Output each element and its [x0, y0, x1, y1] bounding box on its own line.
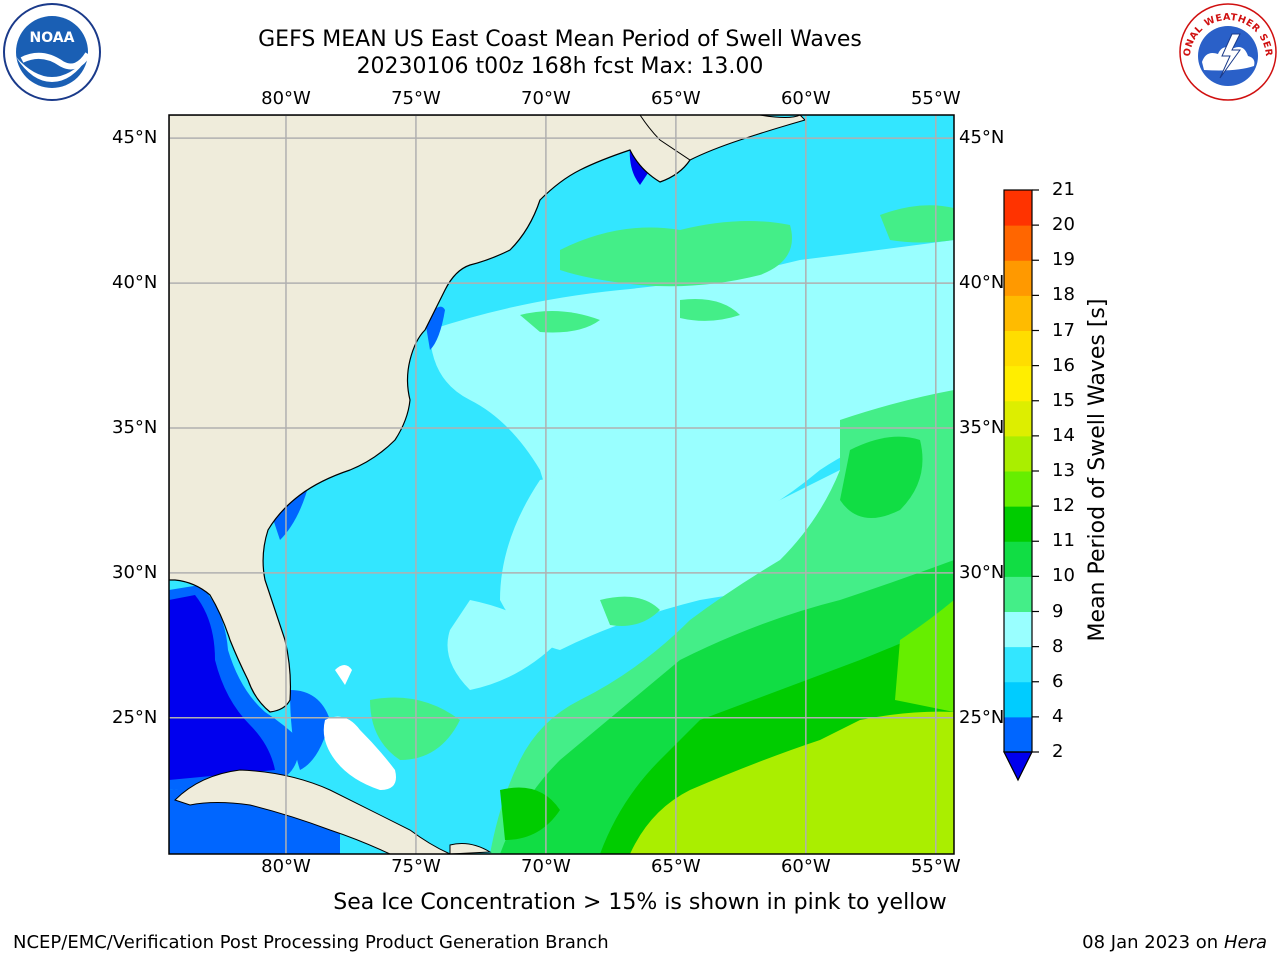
colorbar-segment	[1004, 471, 1032, 507]
colorbar-tick-label: 19	[1052, 249, 1075, 271]
lon-label: 60°W	[780, 856, 831, 877]
colorbar-segment	[1004, 295, 1032, 331]
lat-label: 40°N	[112, 272, 158, 294]
lat-label: 30°N	[112, 561, 158, 583]
lat-label: 25°N	[112, 706, 158, 728]
colorbar-tick-label: 13	[1052, 460, 1075, 481]
colorbar-segment	[1004, 400, 1032, 437]
colorbar	[1003, 189, 1039, 782]
nws-logo-icon: NATIONAL WEATHER SERVICE	[1176, 0, 1277, 101]
colorbar-segment	[1004, 190, 1032, 226]
colorbar-segment	[1004, 365, 1032, 402]
cuba-land	[174, 769, 451, 854]
lon-label: 80°W	[261, 856, 311, 877]
lon-label: 65°W	[651, 88, 701, 109]
noaa-logo-text: NOAA	[30, 30, 75, 46]
colorbar-tick-label: 10	[1052, 565, 1075, 587]
colorbar-tick-label: 17	[1052, 319, 1075, 341]
lon-label: 75°W	[391, 88, 441, 109]
colorbar-segment	[1004, 646, 1032, 683]
colorbar-tick-label: 4	[1052, 705, 1064, 727]
colorbar-tick-label: 20	[1052, 214, 1075, 236]
colorbar-tick-label: 16	[1052, 354, 1075, 376]
colorbar-under-arrow	[1003, 751, 1033, 782]
colorbar-label: Mean Period of Swell Waves [s]	[1085, 298, 1110, 642]
lon-label: 60°W	[780, 88, 831, 109]
colorbar-segment	[1004, 576, 1032, 612]
colorbar-tick-label: 14	[1052, 424, 1075, 446]
lon-label: 55°W	[910, 88, 961, 109]
colorbar-tick-label: 6	[1052, 670, 1064, 692]
swell-zone-10-11s	[840, 436, 923, 518]
colorbar-segment	[1004, 611, 1032, 648]
lat-label: 25°N	[959, 706, 1005, 728]
colorbar-segment	[1004, 225, 1032, 261]
colorbar-tick-label: 9	[1052, 600, 1064, 622]
colorbar-tick-label: 11	[1052, 530, 1075, 552]
noaa-logo-icon: NOAA	[3, 3, 101, 101]
lon-label: 70°W	[521, 856, 571, 877]
colorbar-segment	[1004, 506, 1032, 542]
run-date: 08 Jan 2023 on Hera	[1082, 932, 1267, 954]
colorbar-tick-label: 8	[1052, 635, 1064, 657]
colorbar-segment	[1004, 681, 1032, 718]
graticule	[169, 115, 954, 854]
lat-label: 45°N	[112, 127, 158, 149]
colorbar-segment	[1004, 435, 1032, 472]
lat-label: 30°N	[959, 561, 1005, 583]
bahamas-banks-nodata	[323, 716, 396, 790]
run-date-text: 08 Jan 2023 on	[1082, 932, 1219, 953]
map-frame	[168, 114, 955, 855]
credit-text: NCEP/EMC/Verification Post Processing Pr…	[13, 932, 609, 953]
us-east-coast-land	[169, 115, 762, 713]
lat-label: 45°N	[959, 127, 1005, 149]
chart-subtitle: 20230106 t00z 168h fcst Max: 13.00	[356, 54, 764, 79]
lon-label: 75°W	[391, 856, 441, 877]
colorbar-tick-label: 15	[1052, 389, 1075, 411]
colorbar-tick-label: 12	[1052, 495, 1075, 517]
colorbar-segment	[1004, 260, 1032, 296]
lat-label: 35°N	[112, 416, 158, 438]
lon-label: 70°W	[521, 88, 571, 109]
colorbar-segment	[1004, 716, 1032, 753]
lon-label: 80°W	[261, 88, 311, 109]
colorbar-tick-label: 21	[1052, 179, 1075, 200]
colorbar-tick-label: 2	[1052, 741, 1064, 762]
colorbar-segment	[1004, 541, 1032, 577]
lat-label: 35°N	[959, 416, 1005, 438]
machine-name: Hera	[1223, 932, 1267, 953]
colorbar-tick-label: 18	[1052, 284, 1075, 306]
sea-ice-note: Sea Ice Concentration > 15% is shown in …	[333, 890, 947, 915]
lat-label: 40°N	[959, 272, 1005, 294]
chart-title: GEFS MEAN US East Coast Mean Period of S…	[258, 27, 862, 52]
colorbar-segment	[1004, 330, 1032, 367]
lon-label: 65°W	[651, 856, 701, 877]
swell-zone-12-13s	[630, 711, 954, 854]
lon-label: 55°W	[910, 856, 961, 877]
